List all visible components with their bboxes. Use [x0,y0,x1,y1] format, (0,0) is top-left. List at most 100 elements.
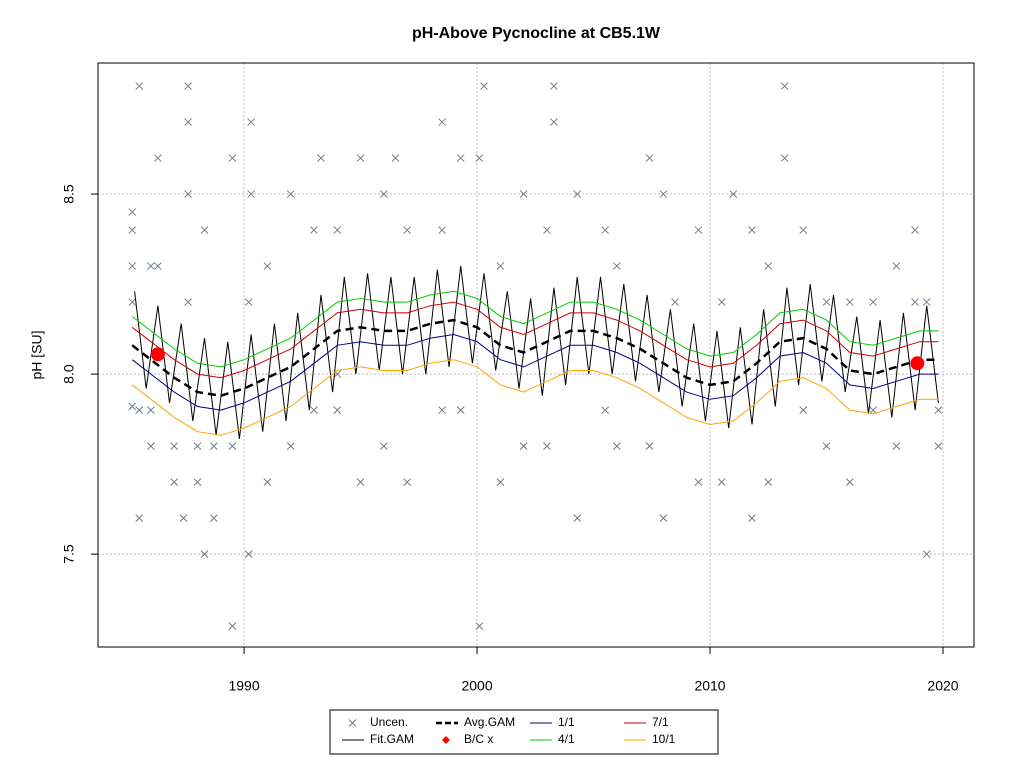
point [892,442,901,450]
point [310,226,318,234]
point [729,190,738,198]
point [193,442,202,450]
point [764,478,773,486]
point [822,442,831,450]
point [799,226,808,234]
point [179,514,188,522]
point [184,190,193,198]
point [228,442,237,450]
point [356,154,365,162]
point [128,226,137,234]
x-tick-label: 2010 [694,678,725,694]
point [391,154,400,162]
point [184,118,193,126]
point [780,82,789,90]
point [200,226,209,234]
legend-symbol [348,719,357,727]
point [671,298,679,306]
legend-symbol [442,736,450,744]
point [601,406,610,414]
point [286,190,295,198]
point [193,478,202,486]
point [263,262,272,270]
point [184,82,193,90]
point [550,82,558,90]
point [822,298,831,306]
legend-label: Avg.GAM [464,715,515,729]
point [601,226,610,234]
y-tick-label: 8.5 [61,184,77,204]
point [247,190,255,198]
point [128,262,137,270]
point [135,406,144,414]
point [573,514,582,522]
point [892,262,901,270]
x-tick-label: 2000 [461,678,492,694]
series-line [131,290,939,368]
chart-title: pH-Above Pycnocline at CB5.1W [412,25,661,42]
point [356,478,365,486]
point [934,442,943,450]
point [659,190,668,198]
point [475,154,484,162]
point [147,262,155,270]
point [135,514,144,522]
point [228,154,237,162]
legend-label: 10/1 [652,732,676,746]
point [403,478,412,486]
point [456,154,465,162]
point [694,478,703,486]
point [475,622,484,630]
point [263,478,272,486]
point [480,82,488,90]
point [244,298,253,306]
point [170,478,179,486]
point [209,442,218,450]
point [869,406,877,414]
x-tick-label: 1990 [228,678,259,694]
point [247,118,255,126]
point [910,356,925,371]
point [209,514,218,522]
point [845,478,854,486]
point [380,190,388,198]
point [911,298,919,306]
point [128,208,137,216]
point [317,154,325,162]
point [333,226,342,234]
point [147,442,155,450]
legend-label: Fit.GAM [370,732,414,746]
point [922,298,931,306]
point [717,478,726,486]
point [310,406,318,414]
point [845,298,854,306]
point [869,298,877,306]
point [573,190,582,198]
point [780,154,789,162]
y-axis-label: pH [SU] [29,330,45,379]
point [456,406,465,414]
legend-label: 1/1 [558,715,575,729]
point [519,442,528,450]
point [748,226,756,234]
point [764,262,773,270]
point [170,442,179,450]
series-line [131,301,939,379]
point [333,406,342,414]
point [135,82,144,90]
y-tick-label: 8.0 [61,364,77,384]
point [612,262,621,270]
point [717,298,726,306]
point [911,226,919,234]
legend-label: 4/1 [558,732,575,746]
point [438,406,446,414]
point [496,262,505,270]
plot-frame [97,62,975,648]
point [438,118,446,126]
point [496,478,505,486]
point [150,347,165,362]
point [550,118,558,126]
series-line [131,333,939,411]
